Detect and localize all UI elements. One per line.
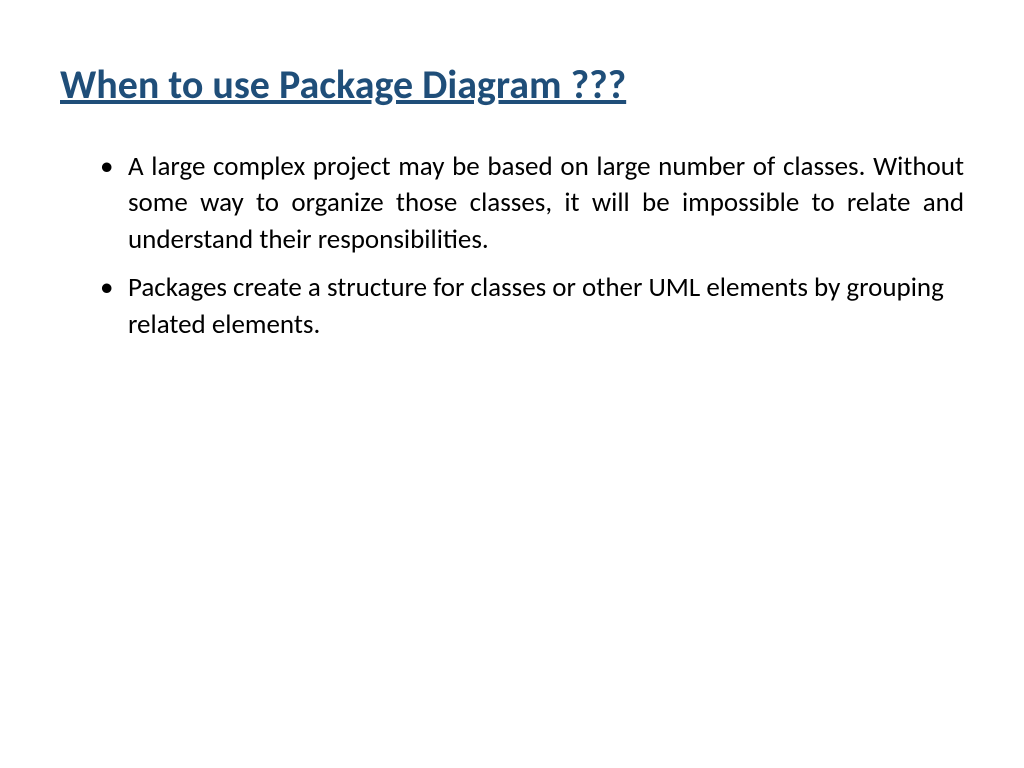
list-item: A large complex project may be based on … — [100, 149, 964, 258]
bullet-list: A large complex project may be based on … — [60, 149, 964, 343]
list-item: Packages create a structure for classes … — [100, 270, 964, 343]
slide-title: When to use Package Diagram ??? — [60, 60, 964, 109]
